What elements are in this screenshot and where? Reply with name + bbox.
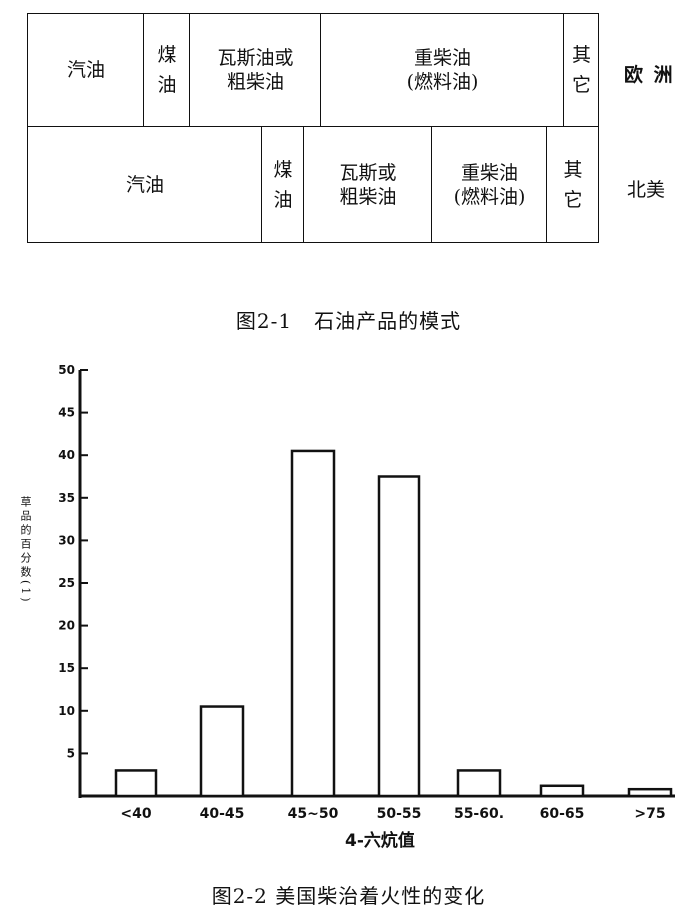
europe-gasoline-cell: 汽油: [66, 59, 105, 81]
y-tick-label: 50: [58, 363, 75, 377]
region-label-europe: 欧 洲: [624, 64, 675, 86]
table-left-border: [27, 13, 28, 242]
row1-divider: [320, 13, 321, 126]
x-axis-label: 4-六炕值: [345, 831, 415, 851]
y-tick-label: 25: [58, 576, 75, 590]
x-tick-label: >75: [634, 806, 665, 822]
bar: [377, 475, 421, 798]
y-tick-label: 40: [58, 448, 75, 462]
row2-divider: [431, 126, 432, 242]
table-bottom-border: [27, 242, 599, 243]
figure-2-1-caption: 图2-1 石油产品的模式: [235, 309, 462, 333]
y-tick-label: 5: [67, 746, 75, 760]
na-other-cell: 其 它: [563, 158, 583, 211]
y-tick-label: 45: [58, 406, 75, 420]
y-tick-label: 10: [58, 704, 75, 718]
na-heavy-diesel-cell: 重柴油 (燃料油): [453, 161, 526, 208]
bar: [114, 769, 158, 798]
bar: [290, 449, 336, 798]
na-gasoline-cell: 汽油: [125, 173, 164, 196]
x-tick-label: 45~50: [288, 806, 339, 822]
europe-other-cell: 其 它: [571, 44, 591, 96]
bar: [539, 784, 585, 798]
europe-kerosene-cell: 煤 油: [157, 44, 177, 96]
europe-heavy-diesel-cell: 重柴油 (燃料油): [406, 47, 479, 93]
y-tick-label: 20: [58, 619, 75, 633]
bar: [199, 705, 245, 798]
table-right-border: [598, 13, 599, 242]
row1-divider: [189, 13, 190, 126]
row2-divider: [303, 126, 304, 242]
y-tick-label: 15: [58, 661, 75, 675]
x-tick-label: 50-55: [377, 806, 422, 822]
region-label-north-america: 北美: [627, 179, 666, 201]
y-axis-label: 草品的百分数(1): [19, 495, 32, 605]
europe-gas-oil-cell: 瓦斯油或 粗柴油: [217, 47, 294, 93]
bar: [456, 769, 502, 798]
row2-divider: [261, 126, 262, 242]
table-middle-border: [27, 126, 599, 127]
table-top-border: [27, 13, 599, 14]
figure-2-2-caption: 图2-2 美国柴治着火性的变化: [211, 884, 486, 908]
x-tick-label: 40-45: [200, 806, 245, 822]
na-kerosene-cell: 煤 油: [273, 158, 293, 211]
row1-divider: [563, 13, 564, 126]
x-tick-label: 60-65: [540, 806, 585, 822]
na-gas-oil-cell: 瓦斯或 粗柴油: [339, 161, 397, 208]
x-tick-label: <40: [120, 806, 151, 822]
row2-divider: [546, 126, 547, 242]
row1-divider: [143, 13, 144, 126]
bar-chart: 5 10 15 20 25 30 35 40 45 50 <40 40-45 45~50 50-55 55…: [58, 363, 675, 822]
x-tick-label: 55-60.: [454, 806, 504, 822]
bar: [627, 787, 673, 798]
y-tick-label: 35: [58, 491, 75, 505]
y-tick-label: 30: [58, 533, 75, 547]
